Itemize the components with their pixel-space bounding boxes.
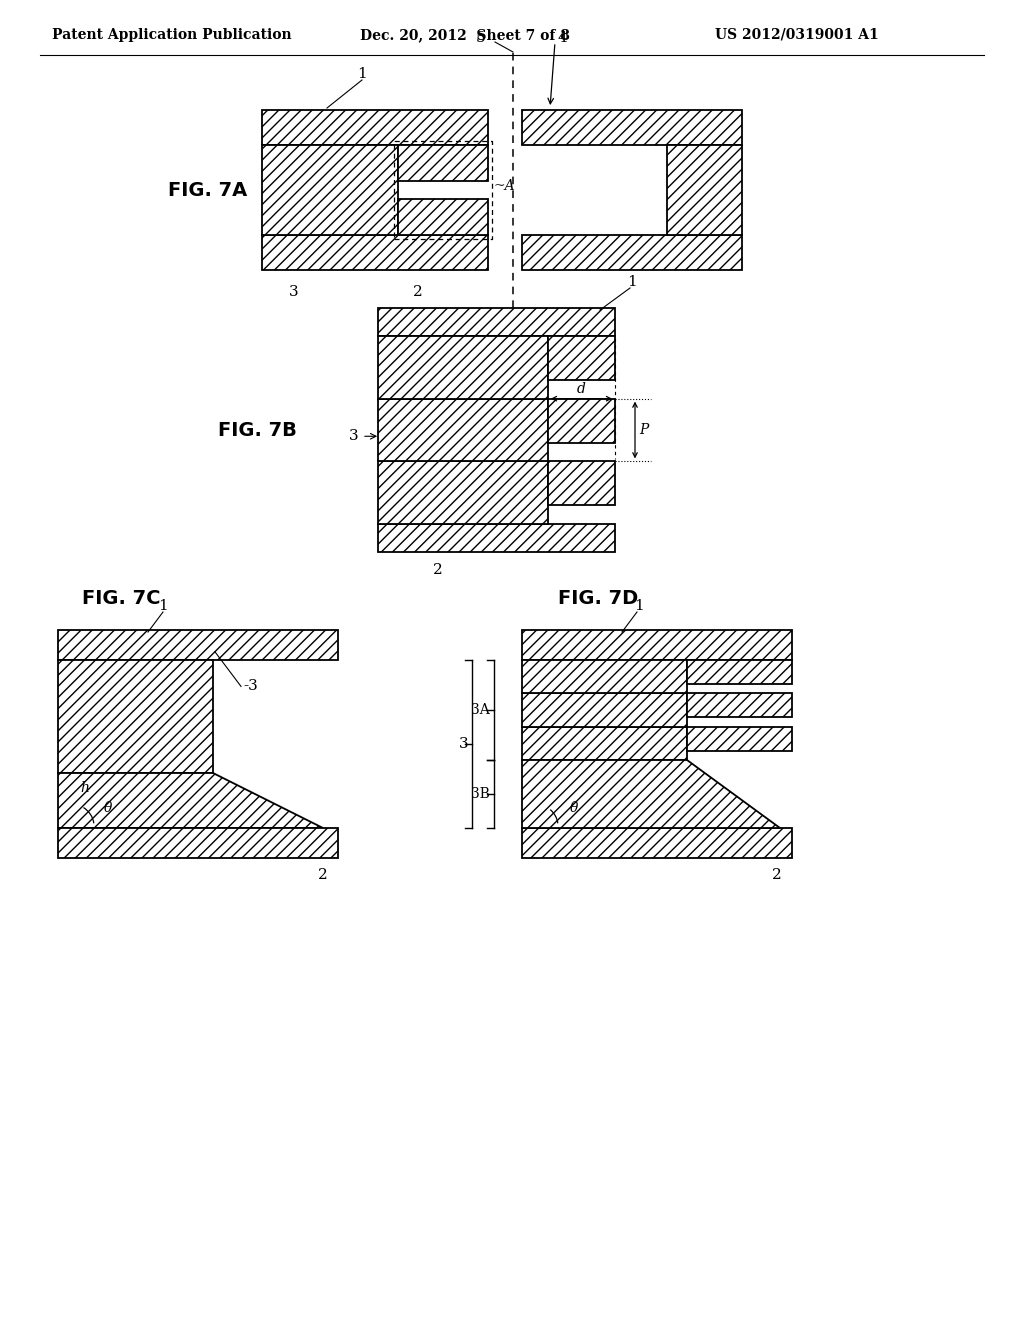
Text: 1: 1: [627, 275, 637, 289]
Bar: [378, 337, 548, 399]
Text: 2: 2: [433, 564, 442, 577]
Text: ~A: ~A: [494, 180, 516, 193]
Text: Dec. 20, 2012  Sheet 7 of 8: Dec. 20, 2012 Sheet 7 of 8: [360, 28, 570, 42]
Bar: [398, 145, 488, 181]
Bar: [58, 660, 213, 774]
Text: 2: 2: [413, 285, 423, 300]
Bar: [522, 727, 687, 760]
Text: P: P: [639, 422, 648, 437]
Text: 3: 3: [348, 429, 358, 444]
Text: θ: θ: [104, 801, 113, 814]
Bar: [522, 693, 687, 727]
Text: 3: 3: [289, 285, 299, 300]
Bar: [687, 727, 792, 751]
Text: -3: -3: [243, 680, 258, 693]
Text: d: d: [578, 381, 586, 396]
Text: 4: 4: [557, 30, 566, 45]
Bar: [687, 693, 792, 717]
Polygon shape: [58, 774, 323, 828]
Text: h: h: [80, 781, 89, 795]
Text: θ: θ: [570, 801, 579, 814]
Bar: [548, 399, 615, 442]
Bar: [667, 145, 742, 235]
Text: 1: 1: [634, 599, 644, 612]
Bar: [548, 337, 615, 380]
Text: 1: 1: [158, 599, 168, 612]
Text: 3: 3: [459, 737, 468, 751]
Bar: [378, 461, 548, 524]
Bar: [378, 524, 615, 552]
Polygon shape: [522, 760, 780, 828]
Bar: [522, 660, 687, 693]
Text: 2: 2: [318, 869, 328, 882]
Text: FIG. 7A: FIG. 7A: [168, 181, 247, 199]
Bar: [58, 630, 338, 660]
Text: FIG. 7B: FIG. 7B: [218, 421, 297, 440]
Bar: [522, 630, 792, 660]
Text: 5: 5: [475, 30, 485, 45]
Text: 2: 2: [772, 869, 782, 882]
Bar: [522, 235, 742, 271]
Text: 3A: 3A: [471, 704, 490, 717]
Bar: [262, 145, 398, 235]
Text: US 2012/0319001 A1: US 2012/0319001 A1: [715, 28, 879, 42]
Text: 3B: 3B: [471, 787, 490, 801]
Bar: [398, 199, 488, 235]
Bar: [262, 110, 488, 145]
Bar: [522, 828, 792, 858]
Bar: [378, 399, 548, 461]
Bar: [687, 660, 792, 684]
Bar: [262, 235, 488, 271]
Bar: [58, 828, 338, 858]
Text: FIG. 7C: FIG. 7C: [82, 589, 161, 607]
Text: 1: 1: [357, 67, 367, 81]
Text: FIG. 7D: FIG. 7D: [558, 589, 638, 607]
Bar: [548, 461, 615, 506]
Text: Patent Application Publication: Patent Application Publication: [52, 28, 292, 42]
Bar: [522, 110, 742, 145]
Bar: [378, 308, 615, 337]
